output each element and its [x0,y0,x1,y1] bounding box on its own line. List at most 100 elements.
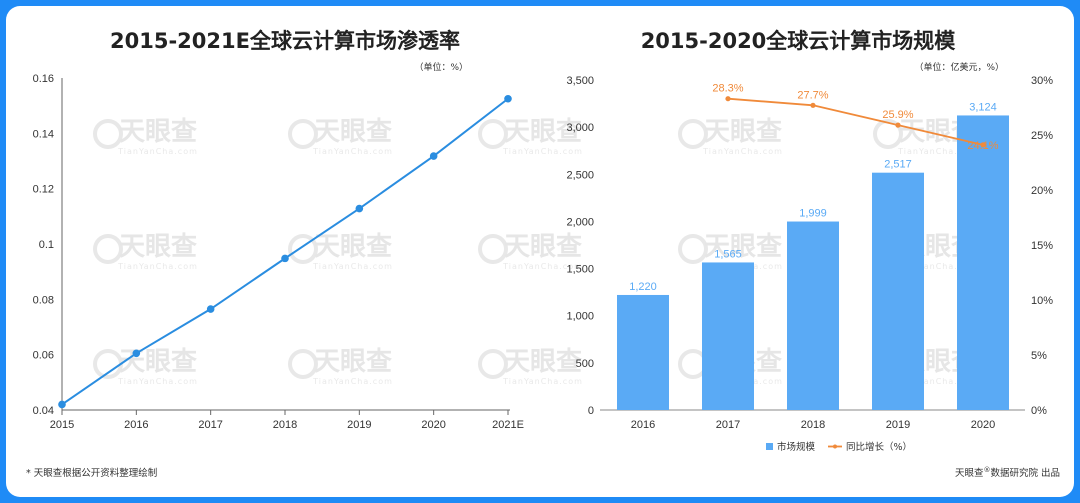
right-y-tick-label: 2,000 [566,216,594,228]
bar [957,115,1009,411]
right-y-tick-label: 3,000 [566,122,594,134]
watermark-url: TianYanCha.com [117,262,198,271]
left-x-tick-label: 2021E [492,419,524,431]
left-x-tick-label: 2020 [421,419,445,431]
watermark-text: 天眼查 [704,117,782,147]
watermark-logo-icon [288,234,318,264]
watermark-text: 天眼查 [704,232,782,262]
growth-value-label: 24.1% [967,140,998,152]
right-y2-tick-label: 30% [1031,75,1053,87]
watermark-url: TianYanCha.com [502,147,583,156]
watermark-logo-icon [478,119,508,149]
left-chart-title: 2015-2021E全球云计算市场渗透率 [110,29,460,53]
right-y-tick-label: 0 [588,405,594,417]
footer-source-note: * 天眼查根据公开资料整理绘制 [26,467,157,479]
left-data-point [429,152,438,160]
footer-publisher: 天眼查®数据研究院 出品 [955,466,1060,479]
registered-mark: ® [983,466,990,474]
left-x-tick-label: 2017 [198,419,222,431]
right-y2-tick-label: 15% [1031,240,1053,252]
left-data-point [132,349,141,358]
right-y-tick-label: 1,500 [566,264,594,276]
right-chart-title: 2015-2020全球云计算市场规模 [641,29,957,53]
right-y2-tick-label: 0% [1031,405,1047,417]
left-data-point [206,305,215,313]
left-x-tick-label: 2018 [273,419,297,431]
watermark-logo-icon [678,119,708,149]
watermark-url: TianYanCha.com [312,147,393,156]
watermark-text: 天眼查 [504,232,582,262]
watermark-url: TianYanCha.com [702,147,783,156]
watermark-url: TianYanCha.com [502,377,583,386]
watermark-url: TianYanCha.com [312,377,393,386]
watermark-logo-icon [288,349,318,379]
left-chart-unit: （单位：%） [414,61,468,73]
left-y-tick-label: 0.08 [33,294,54,306]
watermark-logo-icon [478,349,508,379]
left-y-tick-label: 0.12 [33,184,54,196]
growth-data-point [810,102,816,108]
watermark-text: 天眼查 [314,117,392,147]
watermark-text: 天眼查 [119,117,197,147]
left-data-point [281,254,289,263]
left-data-point [504,94,512,103]
bar-value-label: 3,124 [969,101,997,113]
right-y2-tick-label: 25% [1031,130,1053,142]
footer-publisher-brand: 天眼查 [955,467,984,479]
right-x-tick-label: 2018 [801,419,825,431]
watermark-logo-icon [678,234,708,264]
bar-value-label: 2,517 [884,159,912,171]
right-x-tick-label: 2017 [716,419,740,431]
legend-swatch-market-size [766,443,773,450]
right-x-tick-label: 2020 [971,419,995,431]
left-y-tick-label: 0.16 [33,73,54,85]
left-x-tick-label: 2016 [124,419,148,431]
growth-series-line [727,97,984,146]
left-data-point [58,400,66,409]
left-x-tick-label: 2015 [50,419,74,431]
right-x-tick-label: 2016 [631,419,655,431]
right-x-tick-label: 2019 [886,419,910,431]
footer-publisher-rest: 数据研究院 出品 [990,467,1060,479]
watermark-logo-icon [93,119,123,149]
right-y-tick-label: 1,000 [566,311,594,323]
left-data-point [355,204,364,213]
legend-label-growth: 同比增长（%） [846,441,912,453]
left-y-tick-label: 0.1 [39,239,54,251]
left-y-tick-label: 0.04 [33,405,54,417]
right-y-tick-label: 3,500 [566,75,594,87]
right-y2-tick-label: 5% [1031,350,1047,362]
watermark-text: 天眼查 [504,117,582,147]
watermark-logo-icon [478,234,508,264]
growth-value-label: 27.7% [797,89,828,101]
watermark-url: TianYanCha.com [502,262,583,271]
growth-data-point [895,122,901,128]
growth-value-label: 25.9% [882,109,913,121]
growth-value-label: 28.3% [712,83,743,95]
watermark-url: TianYanCha.com [117,377,198,386]
bar [617,294,669,410]
right-y-tick-label: 2,500 [566,169,594,181]
watermark-url: TianYanCha.com [897,262,978,271]
watermark-text: 天眼查 [119,232,197,262]
watermark-url: TianYanCha.com [897,377,978,386]
right-chart-unit: （单位：亿美元，%） [914,61,1004,73]
left-x-tick-label: 2019 [347,419,371,431]
growth-data-point [725,96,731,102]
watermark-text: 天眼查 [504,347,582,377]
watermark-url: TianYanCha.com [117,147,198,156]
watermark-text: 天眼查 [314,347,392,377]
watermark-text: 天眼查 [119,347,197,377]
right-y2-tick-label: 20% [1031,185,1053,197]
watermark-url: TianYanCha.com [897,147,978,156]
left-y-tick-label: 0.06 [33,350,54,362]
bar-value-label: 1,220 [629,281,657,293]
watermark-text: 天眼查 [314,232,392,262]
legend-label-market-size: 市场规模 [777,441,816,453]
bar [872,172,924,410]
watermark-url: TianYanCha.com [312,262,393,271]
bar-value-label: 1,565 [714,248,742,260]
bar [702,262,754,410]
left-y-tick-label: 0.14 [33,128,54,140]
